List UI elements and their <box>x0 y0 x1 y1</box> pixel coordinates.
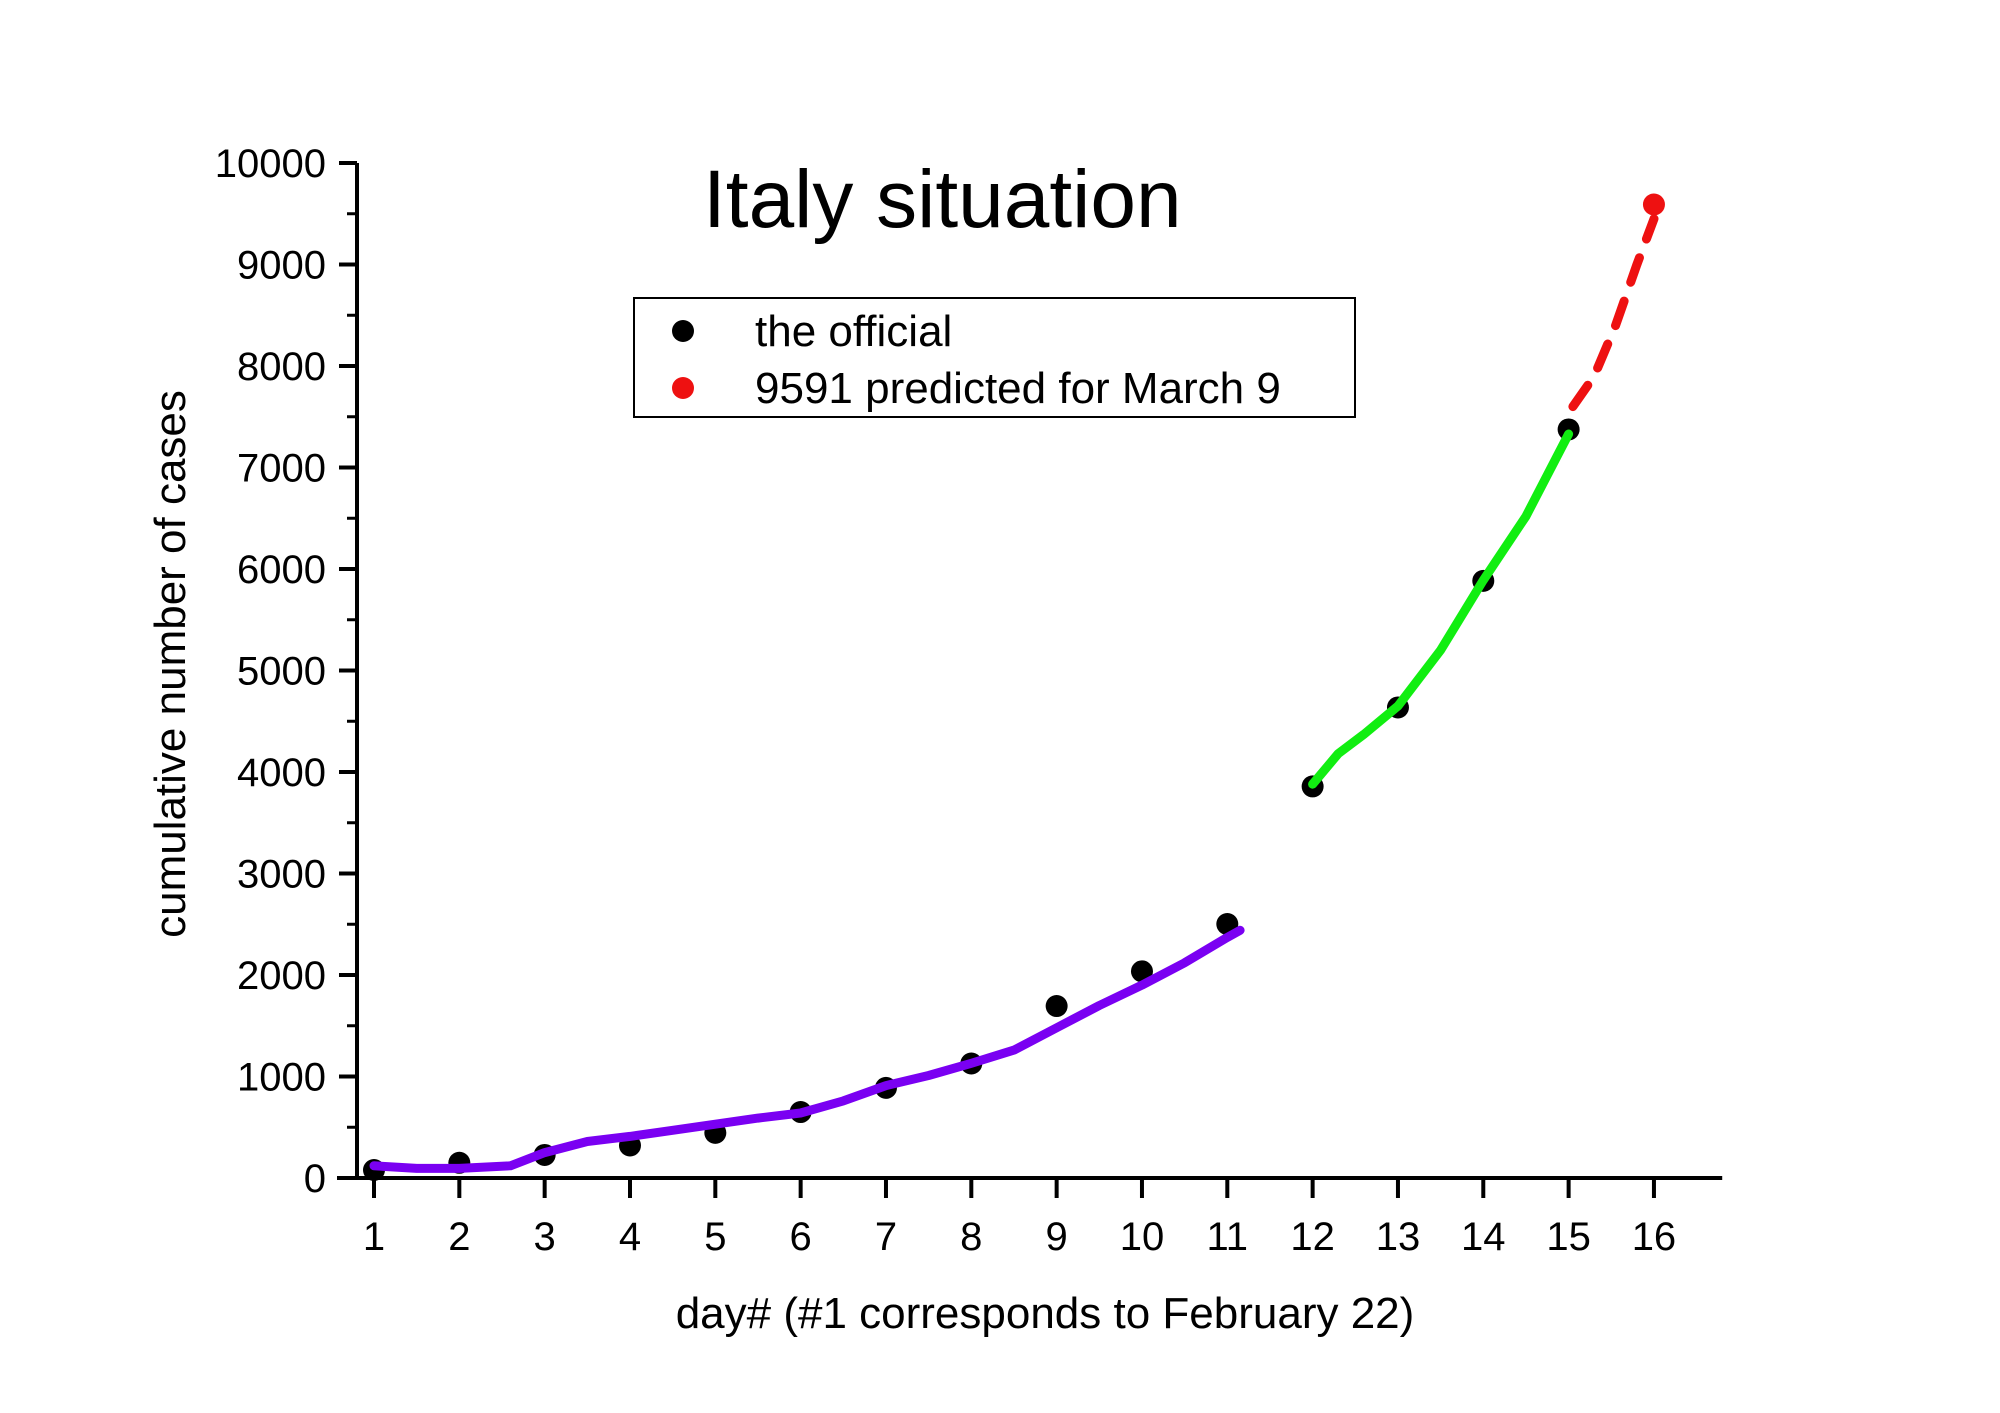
x-tick-label: 1 <box>363 1215 385 1259</box>
legend-marker-predicted <box>672 377 694 399</box>
y-tick-label: 10000 <box>215 142 326 186</box>
fit-line <box>1308 429 1574 789</box>
x-tick-label: 3 <box>534 1215 556 1259</box>
y-axis-label: cumulative number of cases <box>146 390 195 938</box>
y-tick-label: 1000 <box>237 1056 326 1100</box>
plot-area <box>363 193 1665 1181</box>
y-tick-label: 3000 <box>237 853 326 897</box>
x-tick-label: 7 <box>875 1215 897 1259</box>
legend: the official 9591 predicted for March 9 <box>633 297 1356 418</box>
official-data-point <box>1130 960 1153 983</box>
y-tick-label: 7000 <box>237 447 326 491</box>
x-axis-label: day# (#1 corresponds to February 22) <box>676 1289 1415 1338</box>
x-tick-label: 10 <box>1120 1215 1165 1259</box>
y-tick-label: 9000 <box>237 244 326 288</box>
x-tick-label: 9 <box>1046 1215 1068 1259</box>
official-data-point <box>1045 995 1068 1018</box>
y-tick-label: 5000 <box>237 650 326 694</box>
chart-title: Italy situation <box>703 154 1182 245</box>
fit-line <box>369 925 1245 1173</box>
x-tick-label: 15 <box>1546 1215 1591 1259</box>
x-tick-label: 11 <box>1207 1215 1249 1259</box>
x-tick-label: 14 <box>1461 1215 1506 1259</box>
legend-label-official: the official <box>755 307 952 356</box>
x-tick-label: 12 <box>1290 1215 1335 1259</box>
predicted-data-point <box>1642 193 1665 216</box>
x-tick-label: 6 <box>790 1215 812 1259</box>
x-tick-label: 8 <box>960 1215 982 1259</box>
axes: 0 1000 2000 3000 4000 5000 6000 7000 8000 9000 100… <box>215 142 1723 1259</box>
x-tick-label: 4 <box>619 1215 641 1259</box>
legend-label-predicted: 9591 predicted for March 9 <box>755 364 1281 413</box>
y-tick-label: 4000 <box>237 751 326 795</box>
y-tick-label: 8000 <box>237 345 326 389</box>
y-tick-label: 2000 <box>237 954 326 998</box>
x-tick-label: 5 <box>704 1215 726 1259</box>
y-tick-label: 6000 <box>237 548 326 592</box>
legend-marker-official <box>672 320 694 342</box>
x-tick-label: 16 <box>1632 1215 1677 1259</box>
x-tick-label: 2 <box>448 1215 470 1259</box>
y-tick-label: 0 <box>304 1157 326 1201</box>
x-tick-label: 13 <box>1376 1215 1421 1259</box>
prediction-dashed-line <box>1568 214 1659 412</box>
legend-box <box>633 297 1356 418</box>
